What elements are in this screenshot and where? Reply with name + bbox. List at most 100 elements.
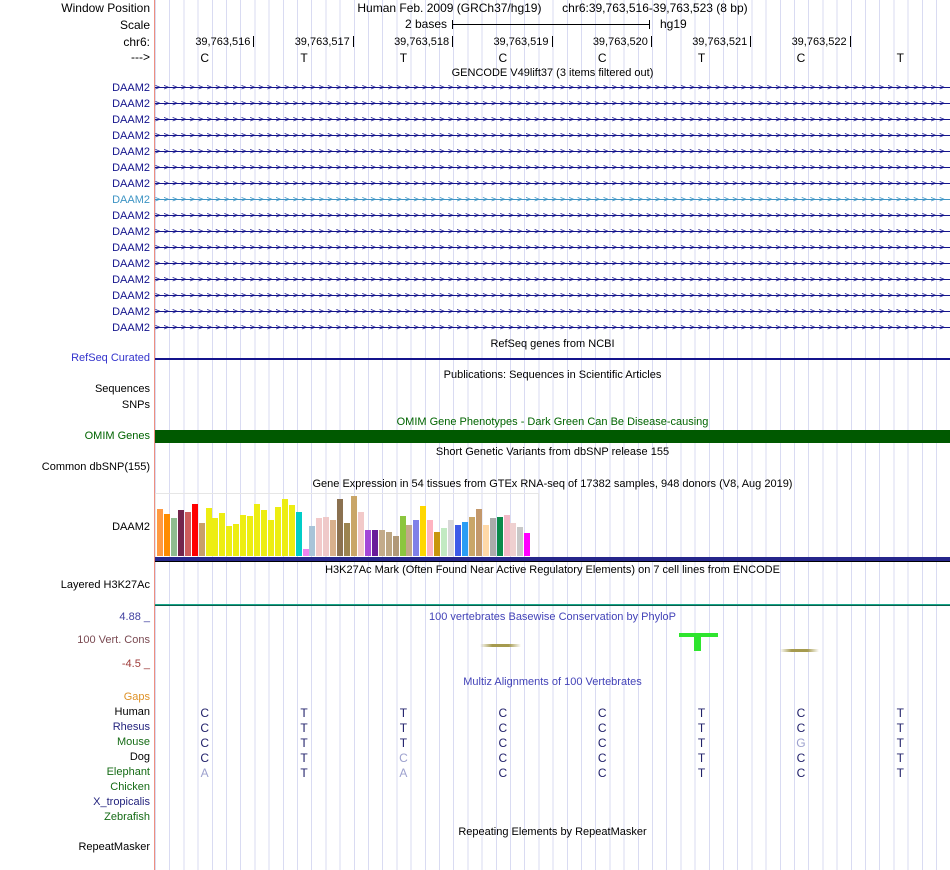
gencode-transcript-label[interactable]: DAAM2 — [112, 194, 150, 206]
gtex-tissue-bar[interactable] — [337, 499, 344, 556]
gencode-transcript-item[interactable]: >>>>>>>>>>>>>>>>>>>>>>>>>>>>>>>>>>>>>>>>… — [155, 194, 950, 206]
gtex-tissue-bar[interactable] — [288, 505, 295, 556]
gencode-transcript-item[interactable]: >>>>>>>>>>>>>>>>>>>>>>>>>>>>>>>>>>>>>>>>… — [155, 146, 950, 158]
gencode-transcript-label[interactable]: DAAM2 — [112, 146, 150, 158]
gtex-tissue-bar[interactable] — [344, 523, 351, 556]
gtex-tissue-bar[interactable] — [468, 517, 475, 556]
track-label-species-gaps[interactable]: Gaps — [123, 691, 150, 703]
gencode-transcript-label[interactable]: DAAM2 — [112, 82, 150, 94]
track-label-species-x_tropicalis[interactable]: X_tropicalis — [93, 796, 150, 808]
gtex-tissue-bar[interactable] — [240, 515, 247, 556]
track-label-species-mouse[interactable]: Mouse — [116, 736, 150, 748]
track-label-species-rhesus[interactable]: Rhesus — [112, 721, 150, 733]
gtex-tissue-bar[interactable] — [448, 520, 455, 556]
gencode-transcript-item[interactable]: >>>>>>>>>>>>>>>>>>>>>>>>>>>>>>>>>>>>>>>>… — [155, 210, 950, 222]
gtex-tissue-bar[interactable] — [267, 520, 274, 556]
track-label-omim-genes[interactable]: OMIM Genes — [84, 430, 150, 442]
track-label-sequences[interactable]: Sequences — [94, 383, 150, 395]
track-label-species-chicken[interactable]: Chicken — [110, 781, 150, 793]
conservation-neutral-mark[interactable] — [480, 644, 521, 647]
gtex-tissue-bar[interactable] — [392, 536, 399, 556]
gtex-tissue-bar[interactable] — [205, 508, 212, 556]
gencode-transcript-label[interactable]: DAAM2 — [112, 210, 150, 222]
gencode-transcript-label[interactable]: DAAM2 — [112, 98, 150, 110]
gencode-transcript-item[interactable]: >>>>>>>>>>>>>>>>>>>>>>>>>>>>>>>>>>>>>>>>… — [155, 98, 950, 110]
gtex-tissue-bar[interactable] — [454, 525, 461, 556]
gencode-transcript-item[interactable]: >>>>>>>>>>>>>>>>>>>>>>>>>>>>>>>>>>>>>>>>… — [155, 242, 950, 254]
gtex-tissue-bar[interactable] — [441, 528, 448, 556]
gtex-tissue-bar[interactable] — [364, 530, 371, 556]
gtex-tissue-bar[interactable] — [378, 530, 385, 556]
gtex-tissue-bar[interactable] — [191, 504, 198, 556]
gtex-tissue-bar[interactable] — [517, 527, 524, 556]
gtex-tissue-bar[interactable] — [226, 526, 233, 556]
gtex-tissue-bar[interactable] — [274, 507, 281, 556]
gencode-transcript-label[interactable]: DAAM2 — [112, 178, 150, 190]
gtex-tissue-bar[interactable] — [233, 524, 240, 556]
gtex-tissue-bar[interactable] — [371, 530, 378, 556]
gtex-tissue-bar[interactable] — [385, 532, 392, 556]
gtex-tissue-bar[interactable] — [184, 512, 191, 556]
gtex-tissue-bar[interactable] — [247, 516, 254, 556]
gtex-tissue-bar[interactable] — [170, 518, 177, 556]
gencode-transcript-label[interactable]: DAAM2 — [112, 258, 150, 270]
gencode-transcript-item[interactable]: >>>>>>>>>>>>>>>>>>>>>>>>>>>>>>>>>>>>>>>>… — [155, 290, 950, 302]
gtex-tissue-bar[interactable] — [510, 523, 517, 556]
gtex-tissue-bar[interactable] — [295, 512, 302, 556]
gencode-transcript-item[interactable]: >>>>>>>>>>>>>>>>>>>>>>>>>>>>>>>>>>>>>>>>… — [155, 82, 950, 94]
gtex-tissue-bar[interactable] — [330, 520, 337, 556]
gtex-tissue-bar[interactable] — [157, 509, 163, 556]
gencode-transcript-item[interactable]: >>>>>>>>>>>>>>>>>>>>>>>>>>>>>>>>>>>>>>>>… — [155, 130, 950, 142]
gencode-transcript-label[interactable]: DAAM2 — [112, 130, 150, 142]
refseq-gene-item[interactable] — [155, 358, 950, 360]
gencode-transcript-label[interactable]: DAAM2 — [112, 226, 150, 238]
gtex-tissue-bar[interactable] — [357, 512, 364, 556]
omim-gene-item[interactable] — [155, 430, 950, 443]
gencode-transcript-label[interactable]: DAAM2 — [112, 274, 150, 286]
gtex-tissue-bar[interactable] — [281, 499, 288, 556]
gencode-transcript-item[interactable]: >>>>>>>>>>>>>>>>>>>>>>>>>>>>>>>>>>>>>>>>… — [155, 306, 950, 318]
conservation-positive-cap[interactable] — [679, 633, 718, 637]
gtex-tissue-bar[interactable] — [524, 533, 531, 556]
gtex-tissue-bar[interactable] — [399, 516, 406, 556]
track-label-100-vert-cons[interactable]: 100 Vert. Cons — [77, 634, 150, 646]
conservation-positive-bar[interactable] — [694, 637, 701, 651]
conservation-neutral-mark[interactable] — [780, 649, 819, 652]
track-label-gtex-daam2[interactable]: DAAM2 — [112, 521, 150, 533]
gtex-tissue-bar[interactable] — [198, 523, 205, 556]
gtex-tissue-bar[interactable] — [323, 517, 330, 556]
gencode-transcript-item[interactable]: >>>>>>>>>>>>>>>>>>>>>>>>>>>>>>>>>>>>>>>>… — [155, 322, 950, 334]
gtex-tissue-bar[interactable] — [212, 518, 219, 556]
gencode-transcript-label[interactable]: DAAM2 — [112, 322, 150, 334]
gtex-tissue-bar[interactable] — [260, 510, 267, 556]
gtex-tissue-bar[interactable] — [482, 525, 489, 556]
gencode-transcript-item[interactable]: >>>>>>>>>>>>>>>>>>>>>>>>>>>>>>>>>>>>>>>>… — [155, 162, 950, 174]
gtex-tissue-bar[interactable] — [163, 514, 170, 556]
gtex-tissue-bar[interactable] — [461, 522, 468, 556]
gencode-transcript-label[interactable]: DAAM2 — [112, 242, 150, 254]
gencode-transcript-item[interactable]: >>>>>>>>>>>>>>>>>>>>>>>>>>>>>>>>>>>>>>>>… — [155, 274, 950, 286]
track-label-refseq-curated[interactable]: RefSeq Curated — [71, 352, 150, 364]
gencode-transcript-label[interactable]: DAAM2 — [112, 114, 150, 126]
gtex-tissue-bar[interactable] — [254, 504, 261, 556]
gtex-tissue-bar[interactable] — [406, 525, 413, 556]
h3k27ac-signal-line[interactable] — [155, 604, 950, 606]
gtex-tissue-bar[interactable] — [219, 513, 226, 556]
gtex-tissue-bar[interactable] — [475, 509, 482, 556]
gencode-transcript-label[interactable]: DAAM2 — [112, 162, 150, 174]
track-label-species-elephant[interactable]: Elephant — [106, 766, 150, 778]
gtex-tissue-bar[interactable] — [427, 520, 434, 556]
gtex-tissue-bar[interactable] — [420, 506, 427, 556]
gencode-transcript-item[interactable]: >>>>>>>>>>>>>>>>>>>>>>>>>>>>>>>>>>>>>>>>… — [155, 226, 950, 238]
gencode-transcript-item[interactable]: >>>>>>>>>>>>>>>>>>>>>>>>>>>>>>>>>>>>>>>>… — [155, 258, 950, 270]
track-label-common-dbsnp[interactable]: Common dbSNP(155) — [41, 461, 150, 473]
track-label-layered-h3k27ac[interactable]: Layered H3K27Ac — [60, 579, 150, 591]
track-label-species-human[interactable]: Human — [114, 706, 150, 718]
gtex-tissue-bar[interactable] — [177, 510, 184, 556]
track-label-species-dog[interactable]: Dog — [129, 751, 150, 763]
gtex-tissue-bar[interactable] — [489, 518, 496, 556]
gtex-tissue-bar[interactable] — [302, 549, 309, 556]
gtex-tissue-bar[interactable] — [496, 517, 503, 556]
gtex-tissue-bar[interactable] — [309, 526, 316, 556]
track-label-snps[interactable]: SNPs — [121, 399, 150, 411]
